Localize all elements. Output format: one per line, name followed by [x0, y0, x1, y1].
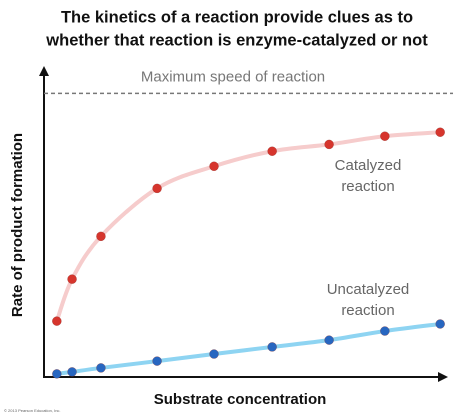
series-label: Catalyzed	[335, 157, 402, 174]
data-point	[209, 161, 219, 172]
series-label: reaction	[341, 178, 394, 195]
data-point	[52, 316, 62, 326]
series-label: Uncatalyzed	[327, 281, 410, 298]
series-label: reaction	[341, 302, 394, 319]
data-point	[96, 231, 106, 242]
data-point	[67, 367, 77, 377]
data-point	[152, 183, 162, 194]
chart-title: The kinetics of a reaction provide clues…	[61, 8, 413, 26]
data-point	[267, 342, 277, 352]
x-axis-label: Substrate concentration	[154, 391, 327, 408]
data-point	[380, 131, 390, 141]
data-point	[52, 369, 62, 379]
data-point	[96, 363, 106, 373]
data-point	[435, 127, 445, 137]
data-point	[267, 146, 277, 156]
data-point	[67, 274, 77, 284]
data-point	[324, 139, 334, 150]
max-speed-label: Maximum speed of reaction	[141, 68, 325, 85]
credit: © 2013 Pearson Education, Inc.	[4, 408, 61, 413]
data-point	[435, 319, 445, 329]
y-axis-label: Rate of product formation	[9, 133, 26, 317]
data-point	[152, 356, 162, 366]
chart-title: whether that reaction is enzyme-catalyze…	[45, 31, 428, 49]
data-point	[380, 326, 390, 336]
data-point	[209, 349, 219, 359]
data-point	[324, 335, 334, 345]
